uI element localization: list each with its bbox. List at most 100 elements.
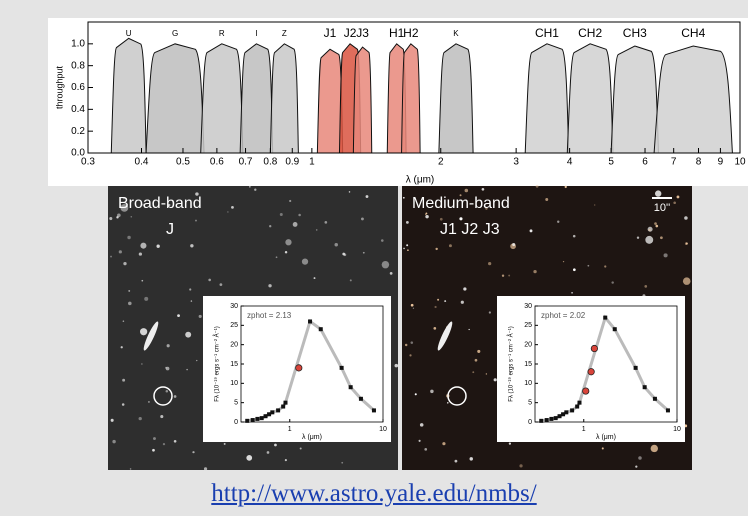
star: [477, 349, 481, 353]
target-circle: [447, 386, 467, 406]
star: [141, 279, 144, 282]
star: [406, 244, 409, 247]
highlight-point: [590, 344, 598, 353]
star: [120, 346, 123, 349]
sed-point: [612, 327, 617, 332]
star: [535, 184, 539, 188]
filter-curve: [401, 43, 421, 154]
star: [185, 331, 192, 338]
star: [268, 284, 272, 288]
star: [186, 368, 188, 371]
star: [128, 289, 131, 292]
star: [152, 437, 156, 441]
star: [424, 447, 428, 451]
sed-point: [549, 416, 554, 421]
star: [389, 272, 393, 275]
star: [192, 451, 195, 454]
star: [189, 288, 192, 291]
star: [246, 454, 253, 461]
filter-label: CH1: [535, 26, 559, 40]
sed-point: [263, 414, 268, 419]
inset-y-tick-label: 0: [234, 419, 238, 426]
star: [403, 247, 405, 250]
inset-y-tick-label: 5: [528, 400, 532, 407]
star: [140, 242, 147, 249]
x-axis-label: λ (μm): [406, 175, 435, 186]
star: [410, 303, 414, 307]
star: [425, 212, 428, 215]
link-row: http://www.astro.yale.edu/nmbs/: [0, 480, 748, 508]
star: [156, 244, 160, 248]
image-title: Medium-band: [412, 195, 510, 212]
redshift-label: zphot = 2.13: [247, 311, 292, 320]
y-tick-label: 1.0: [71, 38, 85, 49]
filter-label: Z: [282, 29, 287, 38]
star: [460, 300, 464, 304]
sed-point: [276, 408, 281, 413]
filter-label: U: [126, 29, 132, 38]
star: [493, 378, 497, 382]
sed-point: [553, 416, 558, 421]
star: [266, 451, 270, 454]
sed-point: [270, 410, 275, 415]
x-tick-label: 0.5: [176, 157, 190, 168]
inset-x-label: λ (μm): [596, 434, 616, 441]
star: [533, 269, 537, 274]
filter-curve: [145, 43, 205, 154]
star: [414, 393, 417, 396]
y-axis-label: throughput: [54, 65, 64, 109]
star: [529, 229, 533, 233]
sed-point: [665, 408, 670, 413]
star: [444, 300, 447, 303]
star: [122, 378, 126, 382]
y-tick-label: 0.0: [71, 148, 85, 159]
image-filters: J1 J2 J3: [440, 221, 500, 238]
star: [488, 262, 492, 266]
inset-y-tick-label: 5: [234, 400, 238, 407]
star: [142, 203, 145, 207]
star: [313, 277, 316, 280]
star: [472, 371, 475, 374]
url-link[interactable]: http://www.astro.yale.edu/nmbs/: [211, 480, 537, 507]
x-tick-label: 3: [513, 157, 519, 168]
sed-point: [539, 418, 544, 423]
star: [572, 234, 576, 238]
star: [162, 443, 166, 446]
star: [121, 403, 125, 406]
sed-line: [541, 314, 669, 423]
star: [501, 274, 505, 277]
star: [269, 225, 272, 228]
highlight-point: [587, 368, 595, 376]
star: [676, 195, 680, 199]
star: [644, 285, 648, 288]
star: [394, 363, 399, 368]
star: [459, 217, 463, 221]
filter-label: CH2: [578, 26, 602, 40]
filter-label: R: [219, 29, 225, 38]
star: [118, 250, 122, 254]
x-tick-label: 0.9: [285, 157, 299, 168]
star: [404, 343, 408, 347]
x-tick-label: 7: [671, 157, 677, 168]
image-filters: J: [166, 221, 174, 238]
star: [274, 443, 277, 447]
star: [463, 287, 467, 291]
star: [152, 448, 155, 452]
star: [660, 236, 663, 240]
star: [190, 244, 194, 248]
star: [219, 283, 223, 287]
inset-y-tick-label: 10: [524, 380, 532, 387]
x-tick-label: 0.8: [263, 157, 277, 168]
sed-point: [245, 418, 250, 423]
star: [298, 213, 301, 217]
star: [412, 307, 415, 309]
star: [289, 199, 292, 203]
filter-curve: [239, 43, 274, 154]
star: [418, 439, 421, 442]
star: [604, 265, 607, 268]
highlight-point: [295, 364, 303, 372]
inset-y-tick-label: 10: [230, 380, 238, 387]
star: [448, 244, 452, 248]
filter-curve: [269, 43, 299, 154]
star: [519, 464, 523, 468]
